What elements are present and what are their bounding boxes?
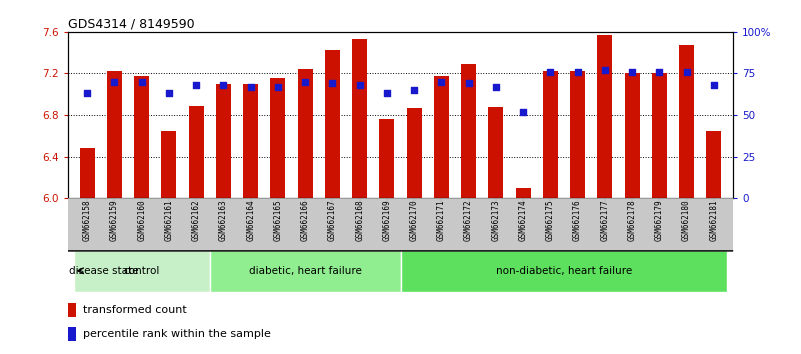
Bar <box>74 250 210 292</box>
Bar <box>400 250 727 292</box>
Point <box>299 79 312 85</box>
Text: non-diabetic, heart failure: non-diabetic, heart failure <box>496 266 632 276</box>
Text: percentile rank within the sample: percentile rank within the sample <box>83 329 271 339</box>
Text: GSM662175: GSM662175 <box>545 200 555 241</box>
Point <box>353 82 366 88</box>
Bar <box>706 131 722 198</box>
Bar <box>107 72 122 198</box>
Bar <box>210 250 400 292</box>
Text: GSM662180: GSM662180 <box>682 200 691 241</box>
Point <box>598 67 611 73</box>
Text: GSM662181: GSM662181 <box>710 200 718 241</box>
Bar <box>134 75 149 198</box>
Text: GSM662170: GSM662170 <box>409 200 419 241</box>
Text: GSM662169: GSM662169 <box>382 200 392 241</box>
Text: GSM662177: GSM662177 <box>601 200 610 241</box>
Text: diabetic, heart failure: diabetic, heart failure <box>248 266 361 276</box>
Point <box>544 69 557 75</box>
Point <box>135 79 148 85</box>
Point <box>326 81 339 86</box>
Bar <box>489 107 503 198</box>
Text: GSM662173: GSM662173 <box>491 200 501 241</box>
Bar <box>271 78 285 198</box>
Text: GSM662167: GSM662167 <box>328 200 337 241</box>
Point <box>272 84 284 90</box>
Text: GSM662166: GSM662166 <box>300 200 310 241</box>
Point <box>163 91 175 96</box>
Text: disease state: disease state <box>69 266 138 276</box>
Point <box>244 84 257 90</box>
Bar <box>68 327 76 341</box>
Point <box>489 84 502 90</box>
Bar <box>598 35 612 198</box>
Point <box>462 81 475 86</box>
Point <box>707 82 720 88</box>
Bar <box>244 84 258 198</box>
Bar <box>68 303 76 317</box>
Bar <box>625 74 639 198</box>
Point <box>435 79 448 85</box>
Text: GSM662165: GSM662165 <box>273 200 283 241</box>
Bar <box>352 39 367 198</box>
Bar <box>216 84 231 198</box>
Text: GSM662178: GSM662178 <box>628 200 637 241</box>
Text: GSM662176: GSM662176 <box>573 200 582 241</box>
Point <box>626 69 638 75</box>
Text: GSM662159: GSM662159 <box>110 200 119 241</box>
Point <box>108 79 121 85</box>
Bar <box>679 45 694 198</box>
Text: GSM662164: GSM662164 <box>246 200 256 241</box>
Bar <box>434 75 449 198</box>
Bar <box>516 188 530 198</box>
Point <box>190 82 203 88</box>
Bar <box>380 119 394 198</box>
Point <box>217 82 230 88</box>
Point <box>653 69 666 75</box>
Bar <box>461 64 476 198</box>
Text: GSM662160: GSM662160 <box>137 200 146 241</box>
Bar <box>325 50 340 198</box>
Text: GSM662174: GSM662174 <box>518 200 528 241</box>
Bar <box>298 69 312 198</box>
Text: GSM662162: GSM662162 <box>191 200 200 241</box>
Bar <box>570 72 585 198</box>
Point <box>81 91 94 96</box>
Text: GSM662163: GSM662163 <box>219 200 228 241</box>
Text: GSM662158: GSM662158 <box>83 200 91 241</box>
Text: GSM662161: GSM662161 <box>164 200 173 241</box>
Bar <box>407 108 421 198</box>
Bar <box>189 106 203 198</box>
Point <box>571 69 584 75</box>
Bar <box>543 72 557 198</box>
Point <box>408 87 421 93</box>
Point <box>517 109 529 115</box>
Point <box>380 91 393 96</box>
Text: transformed count: transformed count <box>83 305 187 315</box>
Bar <box>162 131 176 198</box>
Bar <box>79 148 95 198</box>
Point <box>680 69 693 75</box>
Text: GSM662172: GSM662172 <box>464 200 473 241</box>
Text: GDS4314 / 8149590: GDS4314 / 8149590 <box>68 18 195 31</box>
Text: GSM662168: GSM662168 <box>355 200 364 241</box>
Bar <box>652 74 667 198</box>
Text: control: control <box>123 266 160 276</box>
Text: GSM662179: GSM662179 <box>655 200 664 241</box>
Text: GSM662171: GSM662171 <box>437 200 446 241</box>
